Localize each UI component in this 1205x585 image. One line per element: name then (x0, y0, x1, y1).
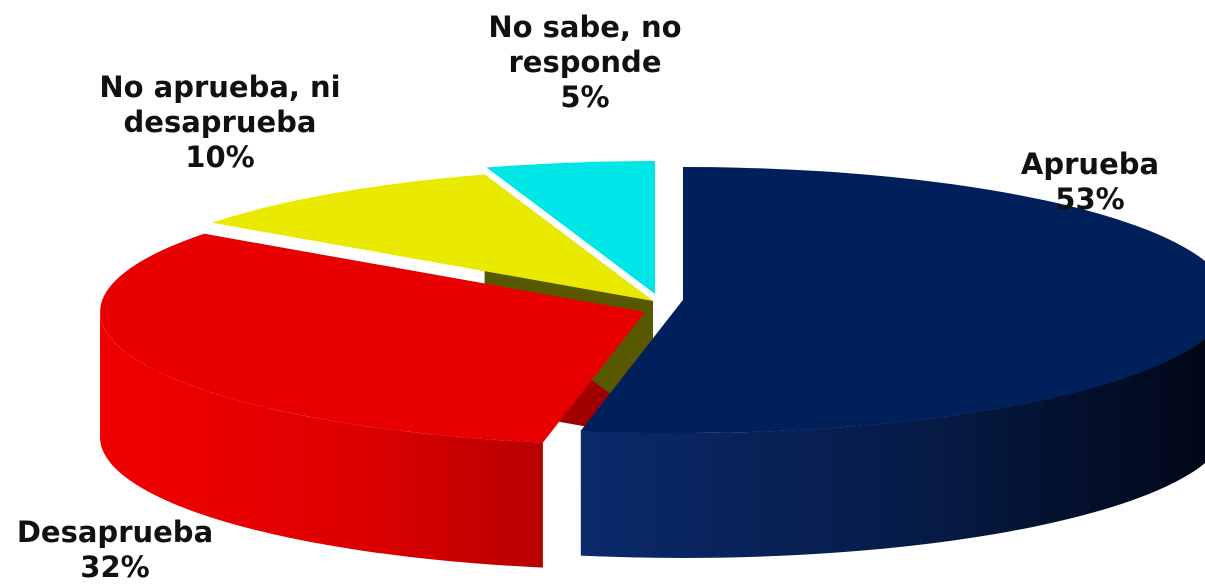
label-desaprueba: Desaprueba 32% (0, 515, 230, 585)
slice-top-no-sabe-no-responde (486, 161, 655, 294)
label-nsnr-line2: responde (508, 45, 662, 79)
slice-top-no-aprueba-ni-desaprueba (212, 174, 653, 301)
label-nsnr-value: 5% (560, 80, 610, 114)
label-aprueba: Aprueba 53% (1010, 147, 1170, 217)
label-neutral-line1: No aprueba, ni (99, 70, 341, 104)
label-aprueba-name: Aprueba (1020, 147, 1160, 181)
slice-side-desaprueba (100, 312, 543, 568)
label-desaprueba-value: 32% (80, 550, 150, 584)
label-neutral-value: 10% (185, 140, 255, 174)
label-no-sabe-no-responde: No sabe, no responde 5% (470, 10, 700, 115)
label-desaprueba-name: Desaprueba (16, 515, 214, 549)
label-neutral-line2: desaprueba (123, 105, 317, 139)
slice-side-aprueba (580, 338, 1205, 558)
slice-top-aprueba (580, 166, 1205, 433)
slice-top-desaprueba (100, 233, 645, 443)
label-no-aprueba-ni-desaprueba: No aprueba, ni desaprueba 10% (75, 70, 365, 175)
label-aprueba-value: 53% (1055, 182, 1125, 216)
label-nsnr-line1: No sabe, no (488, 10, 682, 44)
